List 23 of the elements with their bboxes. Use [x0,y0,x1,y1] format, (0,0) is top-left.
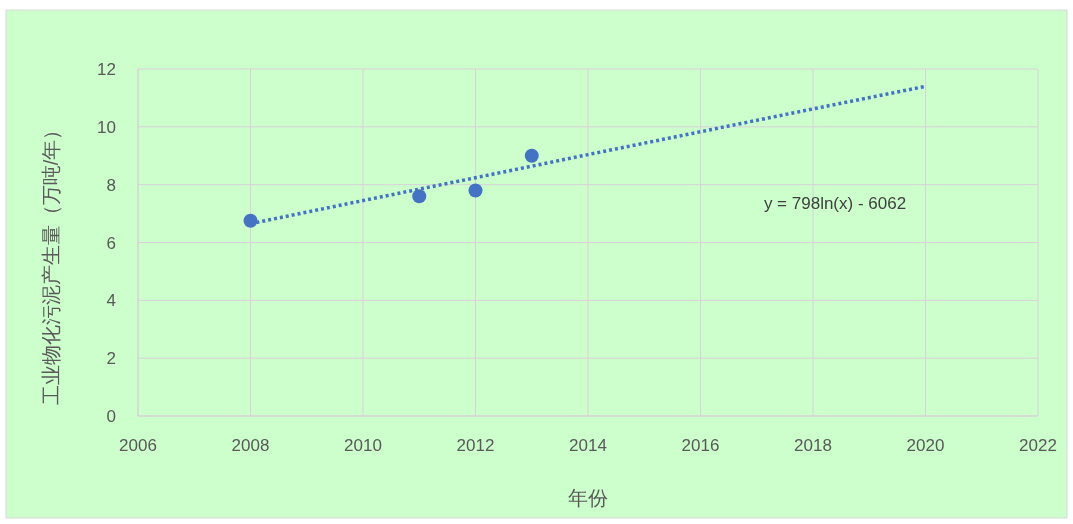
y-axis-title: 工业物化污泥产生量（万吨/年） [40,119,62,406]
point [243,213,258,228]
y-tick-label: 12 [97,60,116,79]
x-axis-title: 年份 [568,487,608,509]
y-tick-label: 2 [106,349,116,369]
x-tick-label: 2018 [794,436,832,455]
x-tick-label: 2016 [681,436,720,455]
x-tick-label: 2008 [231,436,270,455]
point [524,148,539,163]
x-tick-label: 2006 [119,436,157,455]
x-tick-label: 2022 [1019,436,1057,455]
x-tick-label: 2014 [569,436,607,455]
x-tick-label: 2010 [344,436,382,455]
annotation: y = 798ln(x) - 6062 [763,194,907,213]
y-tick-label: 4 [106,291,116,311]
point [412,189,427,204]
y-tick-label: 8 [106,175,116,195]
x-tick-label: 2012 [456,436,495,455]
y-tick-label: 6 [106,233,116,253]
point [468,183,483,198]
y-tick-label: 10 [97,117,116,137]
y-tick-label: 0 [106,407,116,426]
x-tick-label: 2020 [906,436,945,455]
